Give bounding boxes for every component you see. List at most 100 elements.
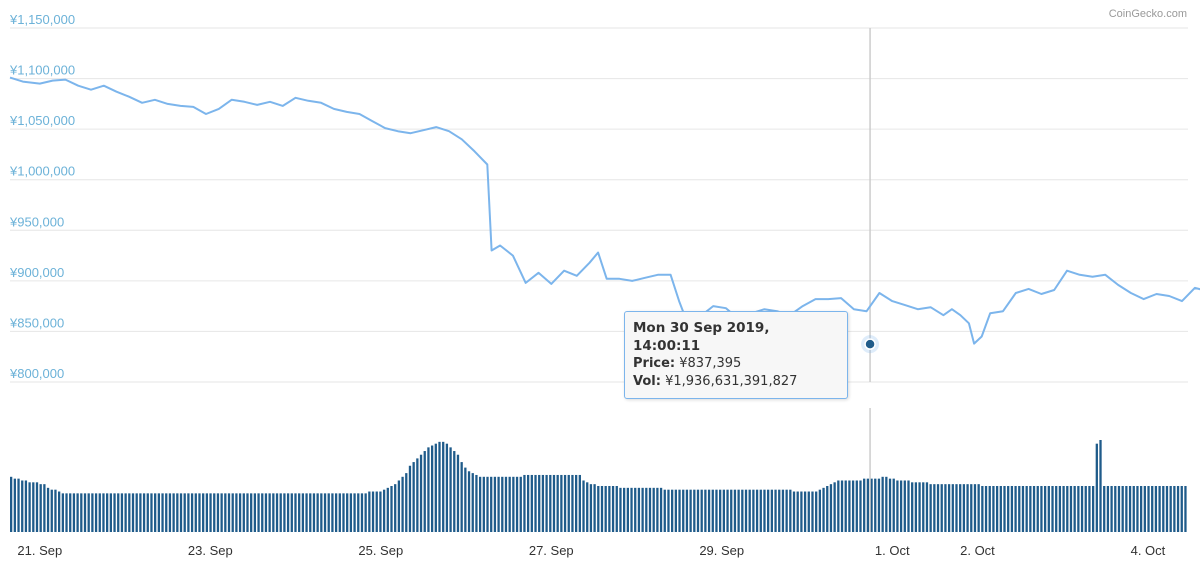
volume-bar xyxy=(1055,486,1058,532)
volume-bar xyxy=(892,478,895,532)
volume-bar xyxy=(652,487,655,532)
volume-bar xyxy=(981,486,984,532)
volume-bar xyxy=(656,487,659,532)
volume-bar xyxy=(21,480,24,532)
volume-bar xyxy=(113,493,116,532)
volume-bar xyxy=(349,493,353,532)
volume-bar xyxy=(896,480,899,532)
volume-bar xyxy=(1088,486,1091,532)
volume-bar xyxy=(475,474,478,532)
credit-label[interactable]: CoinGecko.com xyxy=(1109,8,1187,20)
volume-bar xyxy=(600,486,604,532)
volume-bar xyxy=(1117,486,1121,532)
volume-bar xyxy=(264,493,268,532)
volume-bar xyxy=(102,493,105,532)
volume-bar xyxy=(719,489,722,532)
volume-bar xyxy=(106,493,109,532)
volume-bar xyxy=(645,487,648,532)
y-tick-label: ¥1,150,000 xyxy=(9,12,75,27)
volume-bar xyxy=(117,493,120,532)
volume-bar xyxy=(623,487,626,532)
volume-bar xyxy=(1139,486,1143,532)
volume-bar xyxy=(1073,486,1076,532)
volume-bar xyxy=(704,489,707,532)
volume-bar xyxy=(224,493,227,532)
volume-bar xyxy=(250,493,253,532)
volume-bar xyxy=(72,493,76,532)
tooltip-vol-row: Vol: ¥1,936,631,391,827 xyxy=(633,373,839,391)
volume-bar xyxy=(992,486,995,532)
volume-bar xyxy=(286,493,290,532)
volume-bar xyxy=(752,489,755,532)
volume-bar xyxy=(874,478,877,532)
volume-bar xyxy=(947,484,951,532)
volume-bar xyxy=(733,489,737,532)
volume-bar xyxy=(150,493,153,532)
volume-bar xyxy=(1180,486,1183,532)
volume-bar xyxy=(800,491,803,532)
volume-bar xyxy=(855,480,858,532)
volume-bar xyxy=(179,493,183,532)
volume-bar xyxy=(205,493,209,532)
volume-bar xyxy=(1047,486,1050,532)
volume-bar xyxy=(1058,486,1062,532)
volume-bar xyxy=(1165,486,1169,532)
volume-bar xyxy=(519,476,522,532)
volume-bar xyxy=(748,489,751,532)
volume-bar xyxy=(272,493,275,532)
volume-bar xyxy=(667,489,670,532)
volume-bar xyxy=(929,484,932,532)
x-tick-label: 1. Oct xyxy=(875,543,910,558)
volume-bar xyxy=(375,491,378,532)
tooltip-vol-value: ¥1,936,631,391,827 xyxy=(665,374,798,389)
x-tick-label: 29. Sep xyxy=(699,543,744,558)
volume-bar xyxy=(844,480,847,532)
volume-bar xyxy=(755,489,759,532)
volume-bar xyxy=(955,484,958,532)
volume-bar xyxy=(290,493,293,532)
volume-bar xyxy=(877,478,881,532)
volume-bar xyxy=(826,486,829,532)
volume-bar xyxy=(671,489,674,532)
volume-bar xyxy=(246,493,249,532)
volume-bar xyxy=(54,489,57,532)
volume-bar xyxy=(837,480,840,532)
tooltip-price-value: ¥837,395 xyxy=(679,356,742,371)
volume-bar xyxy=(1077,486,1080,532)
price-line xyxy=(9,76,1200,345)
volume-bar xyxy=(763,489,766,532)
volume-bar xyxy=(198,493,201,532)
tooltip-title: Mon 30 Sep 2019, 14:00:11 xyxy=(633,320,770,354)
volume-bar xyxy=(770,489,773,532)
volume-bar xyxy=(386,487,389,532)
volume-bar xyxy=(464,467,467,532)
volume-bar xyxy=(634,487,637,532)
volume-bar xyxy=(353,493,356,532)
volume-bar xyxy=(885,476,888,532)
volume-bar xyxy=(984,486,988,532)
volume-bar xyxy=(305,493,308,532)
volume-bar xyxy=(970,484,973,532)
volume-bar xyxy=(899,480,903,532)
volume-bar xyxy=(35,482,39,532)
volume-bar xyxy=(1169,486,1172,532)
volume-bar xyxy=(903,480,906,532)
volume-bar xyxy=(1021,486,1025,532)
volume-bar xyxy=(1136,486,1139,532)
volume-bar xyxy=(659,487,663,532)
volume-bars xyxy=(10,440,1187,532)
price-series xyxy=(9,76,1200,354)
volume-bar xyxy=(467,471,471,532)
y-tick-label: ¥850,000 xyxy=(9,315,64,330)
tooltip-price-label: Price: xyxy=(633,356,676,371)
volume-bar xyxy=(17,478,20,532)
volume-bar xyxy=(774,489,777,532)
volume-bar xyxy=(323,493,327,532)
volume-bar xyxy=(379,491,382,532)
volume-bar xyxy=(549,474,552,532)
volume-bar xyxy=(815,491,818,532)
volume-bar xyxy=(131,493,135,532)
volume-bar xyxy=(320,493,323,532)
volume-bar xyxy=(13,478,16,532)
